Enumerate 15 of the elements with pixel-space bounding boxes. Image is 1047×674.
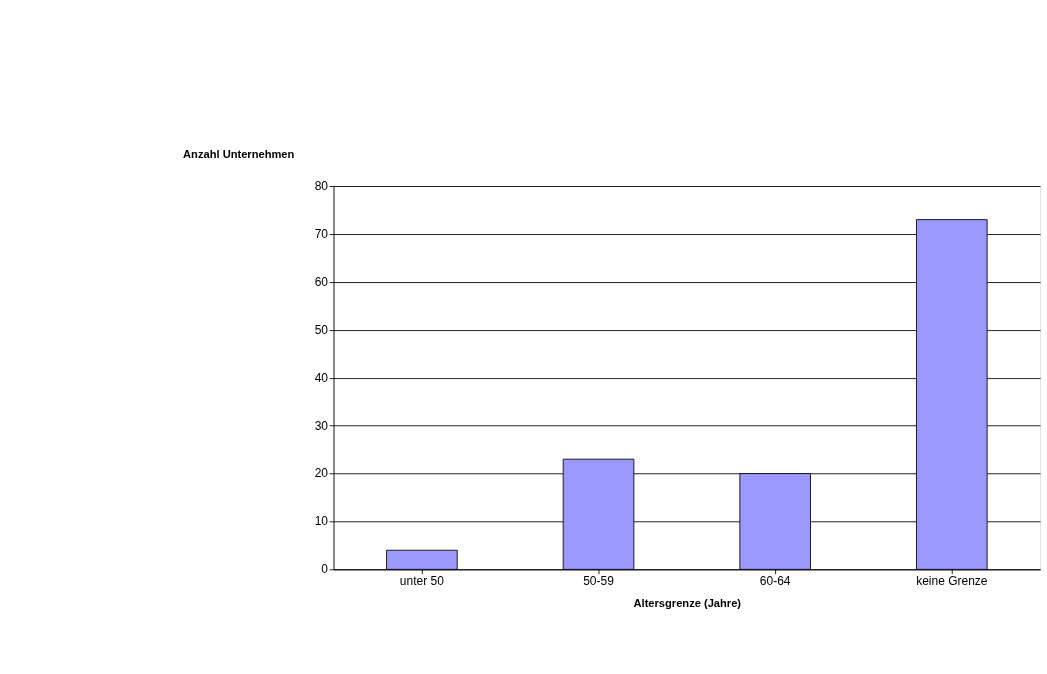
x-tick-label: unter 50 [399, 574, 445, 589]
y-tick-label: 40 [314, 370, 329, 385]
y-tick-label: 30 [314, 418, 329, 433]
x-tick-label: keine Grenze [916, 574, 988, 589]
x-axis-title: Altersgrenze (Jahre) [633, 596, 742, 609]
x-tick-label: 50-59 [583, 574, 615, 589]
y-axis-title: Anzahl Unternehmen [183, 148, 295, 161]
y-tick-label: 60 [314, 274, 329, 289]
y-tick-label: 70 [314, 226, 329, 241]
x-tick-label: 60-64 [759, 574, 791, 589]
y-tick-label: 10 [314, 514, 329, 529]
y-tick-label: 20 [314, 466, 329, 481]
y-tick-label: 0 [321, 562, 329, 577]
y-tick-label: 50 [314, 322, 329, 337]
y-tick-label: 80 [314, 178, 329, 193]
